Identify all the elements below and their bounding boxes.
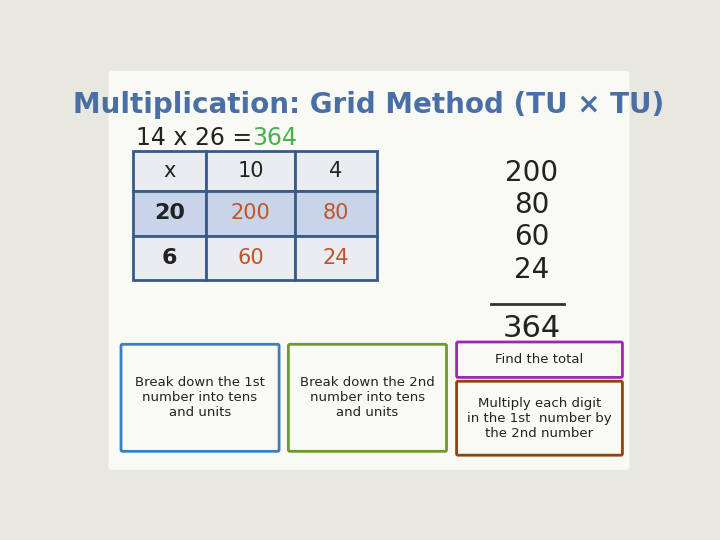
- Text: 14 x 26 =: 14 x 26 =: [137, 126, 260, 150]
- Bar: [295, 236, 377, 280]
- Text: 24: 24: [514, 255, 549, 284]
- Bar: [132, 151, 206, 191]
- Text: 24: 24: [323, 248, 349, 268]
- Text: 10: 10: [238, 161, 264, 181]
- FancyBboxPatch shape: [121, 345, 279, 451]
- Text: 80: 80: [323, 204, 349, 224]
- Bar: [295, 151, 377, 191]
- Text: Find the total: Find the total: [495, 353, 584, 366]
- Text: 200: 200: [505, 159, 558, 187]
- Bar: [206, 191, 295, 236]
- Text: x: x: [163, 161, 176, 181]
- Bar: [132, 191, 206, 236]
- Bar: [295, 191, 377, 236]
- Text: 4: 4: [330, 161, 343, 181]
- Text: 60: 60: [238, 248, 264, 268]
- Text: 60: 60: [514, 223, 549, 251]
- Text: 364: 364: [503, 314, 561, 343]
- Bar: [206, 236, 295, 280]
- Text: 200: 200: [231, 204, 271, 224]
- Text: Multiplication: Grid Method (TU × TU): Multiplication: Grid Method (TU × TU): [73, 91, 665, 119]
- Bar: [206, 151, 295, 191]
- FancyBboxPatch shape: [456, 342, 622, 377]
- FancyBboxPatch shape: [289, 345, 446, 451]
- Text: Multiply each digit
in the 1st  number by
the 2nd number: Multiply each digit in the 1st number by…: [467, 397, 612, 440]
- FancyBboxPatch shape: [456, 381, 622, 455]
- Text: 80: 80: [514, 191, 549, 219]
- Text: 364: 364: [253, 126, 298, 150]
- Text: 6: 6: [162, 248, 177, 268]
- Text: Break down the 2nd
number into tens
and units: Break down the 2nd number into tens and …: [300, 376, 435, 420]
- FancyBboxPatch shape: [109, 71, 629, 470]
- Text: 20: 20: [154, 204, 185, 224]
- Text: Break down the 1st
number into tens
and units: Break down the 1st number into tens and …: [135, 376, 265, 420]
- Bar: [132, 236, 206, 280]
